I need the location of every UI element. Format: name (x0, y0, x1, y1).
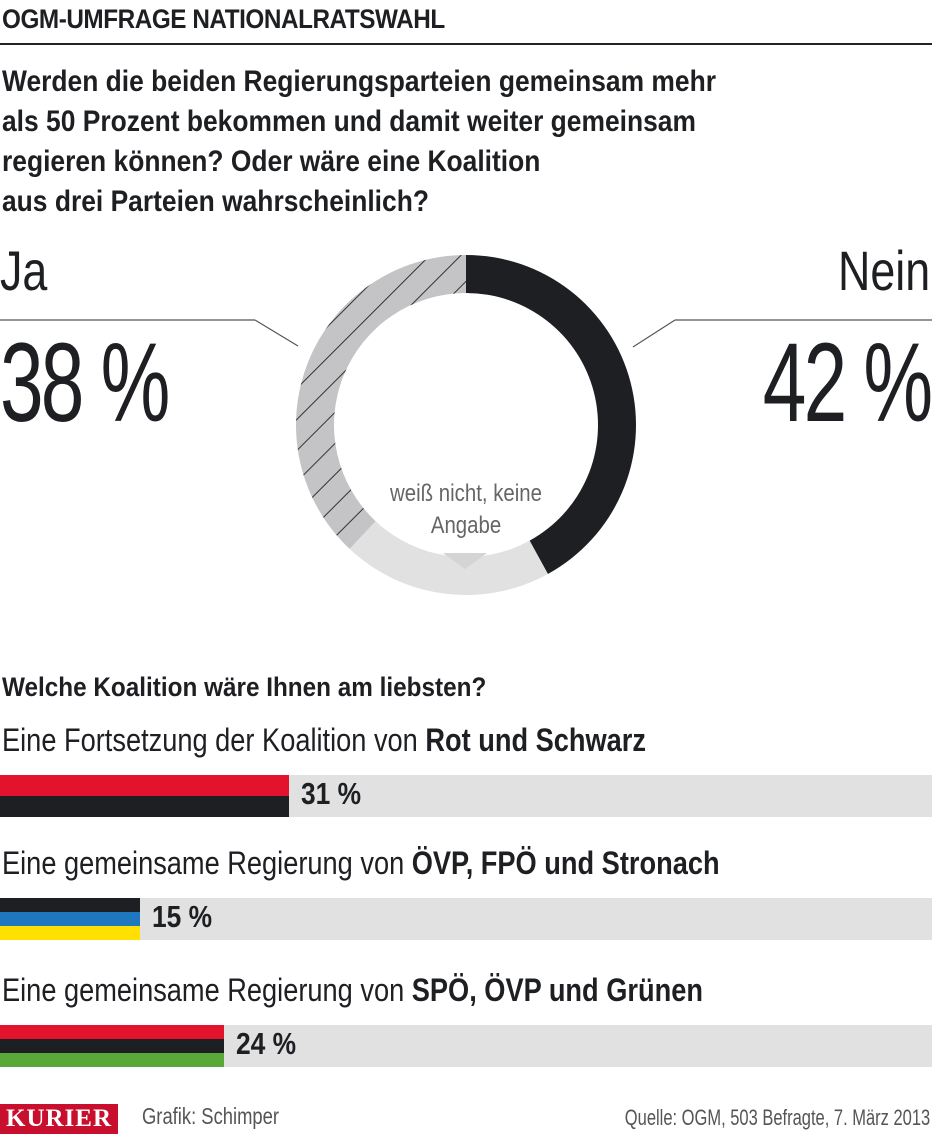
unknown-label: weiß nicht, keine Angabe (390, 480, 542, 539)
ja-value: 38 % (0, 320, 170, 445)
bar-label-parties: ÖVP, FPÖ und Stronach (411, 845, 720, 881)
kurier-logo: KURIER (0, 1104, 119, 1134)
bar-stripe (0, 898, 140, 912)
header-divider (0, 43, 932, 45)
bar-label: Eine gemeinsame Regierung von ÖVP, FPÖ u… (2, 845, 720, 882)
nein-label: Nein (837, 239, 930, 302)
pointer-triangle (443, 553, 487, 569)
bar-label-text: Eine Fortsetzung der Koalition von (2, 722, 426, 758)
credit: Grafik: Schimper (142, 1103, 280, 1129)
bar-label-text: Eine gemeinsame Regierung von (2, 845, 412, 881)
question-line: Werden die beiden Regierungsparteien gem… (2, 65, 716, 98)
bar-track: 31 % (0, 775, 932, 817)
bar (0, 1025, 224, 1067)
question: Werden die beiden Regierungsparteien gem… (2, 62, 882, 222)
bar-track: 15 % (0, 898, 932, 940)
source: Quelle: OGM, 503 Befragte, 7. März 2013 (624, 1105, 930, 1130)
question-line: regieren können? Oder wäre eine Koalitio… (2, 145, 541, 178)
donut-slice-nein (466, 255, 636, 574)
bar (0, 898, 140, 940)
nein-leader-line-diag (632, 319, 676, 348)
bar-label: Eine Fortsetzung der Koalition von Rot u… (2, 722, 646, 759)
header-title: OGM-UMFRAGE NATIONALRATSWAHL (2, 4, 445, 34)
donut-chart (0, 255, 932, 595)
ja-leader-line-diag (254, 319, 299, 347)
bar-stripe (0, 1039, 224, 1053)
bar-stripe (0, 796, 289, 817)
bar-stripe (0, 912, 140, 926)
bar-label-parties: SPÖ, ÖVP und Grünen (411, 972, 703, 1008)
bar-label: Eine gemeinsame Regierung von SPÖ, ÖVP u… (2, 972, 703, 1009)
bar (0, 775, 289, 817)
subheading: Welche Koalition wäre Ihnen am liebsten? (2, 672, 487, 702)
bar-track: 24 % (0, 1025, 932, 1067)
bar-stripe (0, 1053, 224, 1067)
question-line: als 50 Prozent bekommen und damit weiter… (2, 105, 696, 138)
bar-stripe (0, 1025, 224, 1039)
question-line: aus drei Parteien wahrscheinlich? (2, 185, 429, 218)
bar-label-parties: Rot und Schwarz (425, 722, 646, 758)
ja-label: Ja (0, 239, 48, 302)
donut-slice-weiß (349, 521, 548, 595)
bar-value-label: 24 % (235, 1026, 296, 1061)
bar-label-text: Eine gemeinsame Regierung von (2, 972, 412, 1008)
bar-value-label: 31 % (300, 776, 361, 811)
bar-stripe (0, 926, 140, 940)
nein-value: 42 % (762, 320, 932, 445)
bar-value-label: 15 % (151, 899, 212, 934)
bar-stripe (0, 775, 289, 796)
donut-slice-ja (295, 255, 466, 549)
